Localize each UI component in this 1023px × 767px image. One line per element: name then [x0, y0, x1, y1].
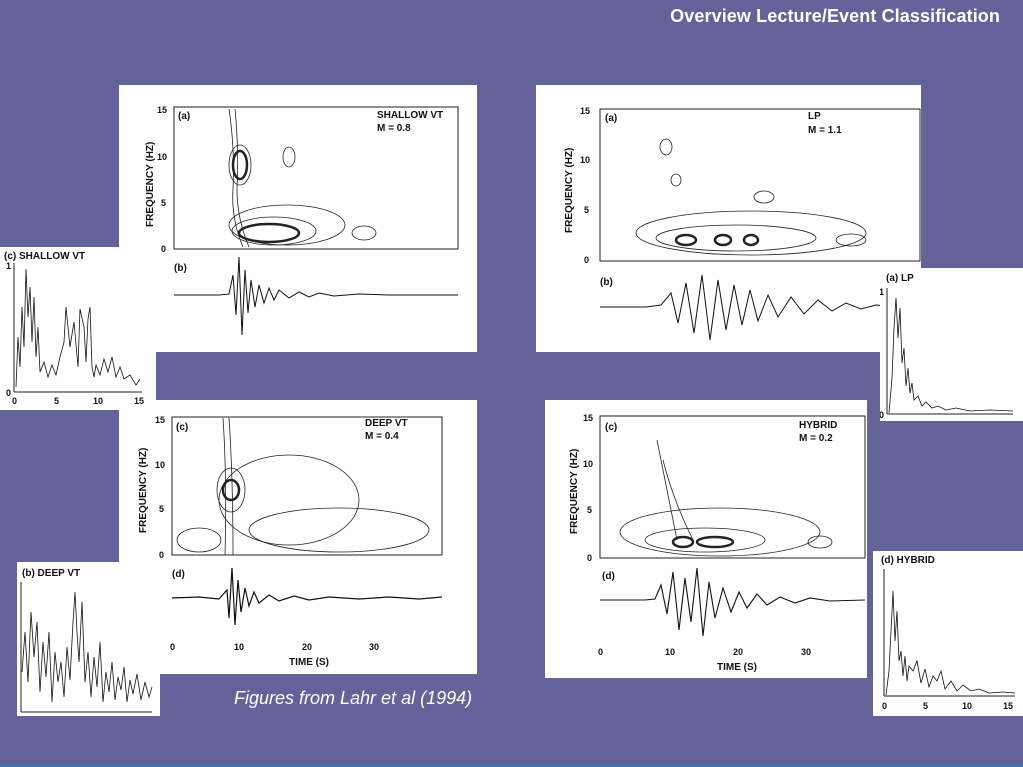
seismogram-trace	[171, 567, 443, 626]
svg-text:0: 0	[159, 550, 164, 560]
svg-text:30: 30	[801, 647, 811, 657]
event-magnitude: M = 0.8	[377, 123, 411, 134]
spectrogram-contours	[635, 138, 867, 256]
freq-axis-label: FREQUENCY (HZ)	[564, 148, 575, 233]
svg-text:20: 20	[302, 642, 312, 652]
svg-text:10: 10	[234, 642, 244, 652]
event-name: SHALLOW VT	[377, 110, 443, 121]
svg-text:(d): (d)	[602, 571, 615, 582]
svg-text:15: 15	[583, 413, 593, 423]
event-name: HYBRID	[799, 420, 837, 431]
svg-text:0: 0	[6, 388, 11, 398]
svg-text:(a) LP: (a) LP	[886, 273, 914, 284]
svg-text:0: 0	[584, 255, 589, 265]
svg-text:(c): (c)	[605, 422, 617, 433]
bottom-rule	[0, 764, 1023, 767]
svg-text:20: 20	[733, 647, 743, 657]
event-magnitude: M = 0.2	[799, 433, 833, 444]
hybrid-small-plot: (d) HYBRID 0 5 10 15	[873, 551, 1023, 716]
svg-text:5: 5	[587, 505, 592, 515]
lp-small-plot: (a) LP 1 0	[880, 268, 1023, 421]
small-plot-trace	[885, 590, 1016, 696]
seismogram-trace	[600, 567, 866, 637]
svg-text:5: 5	[923, 701, 928, 711]
svg-text:(b): (b)	[174, 263, 187, 274]
svg-text:(d): (d)	[172, 569, 185, 580]
svg-text:10: 10	[962, 701, 972, 711]
svg-text:(b) DEEP VT: (b) DEEP VT	[22, 568, 80, 579]
svg-text:0: 0	[170, 642, 175, 652]
svg-text:0: 0	[12, 396, 17, 406]
seismogram-trace	[600, 274, 920, 341]
svg-text:10: 10	[157, 152, 167, 162]
spectrogram-contours	[176, 417, 430, 556]
freq-axis-label: FREQUENCY (HZ)	[145, 142, 156, 227]
svg-text:(c): (c)	[176, 422, 188, 433]
time-axis-label: TIME (S)	[289, 657, 329, 668]
event-name: DEEP VT	[365, 418, 408, 429]
svg-text:10: 10	[580, 155, 590, 165]
svg-text:(c) SHALLOW VT: (c) SHALLOW VT	[4, 251, 85, 262]
svg-text:(a): (a)	[178, 111, 190, 122]
lp-figure: FREQUENCY (HZ) 15 10 5 0 (a) LP M = 1.1 …	[536, 85, 921, 352]
shallow-vt-small-plot: (c) SHALLOW VT 1 0 0 5 10 15	[0, 247, 156, 410]
figure-caption: Figures from Lahr et al (1994)	[234, 688, 473, 708]
svg-text:10: 10	[665, 647, 675, 657]
svg-text:10: 10	[155, 460, 165, 470]
small-plot-trace	[21, 591, 153, 703]
svg-text:0: 0	[882, 701, 887, 711]
event-magnitude: M = 0.4	[365, 431, 399, 442]
svg-text:10: 10	[93, 396, 103, 406]
svg-text:(b): (b)	[600, 277, 613, 288]
svg-text:5: 5	[159, 504, 164, 514]
shallow-vt-figure: FREQUENCY (HZ) 15 10 5 0 (a) SHALLOW VT …	[119, 85, 477, 352]
event-name: LP	[808, 111, 821, 122]
deep-vt-small-plot: (b) DEEP VT	[17, 562, 160, 716]
small-plot-trace	[15, 268, 141, 388]
spectrogram-contours	[228, 108, 377, 248]
svg-text:0: 0	[161, 244, 166, 254]
svg-text:15: 15	[157, 105, 167, 115]
svg-text:5: 5	[161, 198, 166, 208]
svg-text:10: 10	[583, 459, 593, 469]
svg-text:(d) HYBRID: (d) HYBRID	[881, 555, 935, 566]
svg-text:15: 15	[580, 106, 590, 116]
slide-title: Overview Lecture/Event Classification	[670, 6, 1000, 26]
time-axis-label: TIME (S)	[717, 662, 757, 673]
svg-text:30: 30	[369, 642, 379, 652]
svg-text:0: 0	[587, 553, 592, 563]
freq-axis-label: FREQUENCY (HZ)	[138, 448, 149, 533]
small-plot-trace	[888, 297, 1014, 414]
seismogram-trace	[174, 256, 458, 336]
deep-vt-figure: FREQUENCY (HZ) 15 10 5 0 (c) DEEP VT M =…	[119, 400, 477, 674]
event-magnitude: M = 1.1	[808, 125, 842, 136]
svg-text:(a): (a)	[605, 113, 617, 124]
svg-text:15: 15	[1003, 701, 1013, 711]
svg-text:1: 1	[880, 287, 884, 297]
svg-text:15: 15	[155, 415, 165, 425]
spectrogram-contours	[619, 439, 833, 557]
svg-text:0: 0	[880, 410, 884, 420]
svg-text:5: 5	[54, 396, 59, 406]
freq-axis-label: FREQUENCY (HZ)	[569, 449, 580, 534]
svg-text:5: 5	[584, 205, 589, 215]
svg-text:0: 0	[598, 647, 603, 657]
svg-text:1: 1	[6, 261, 11, 271]
hybrid-figure: FREQUENCY (HZ) 15 10 5 0 (c) HYBRID M = …	[545, 400, 867, 678]
svg-text:15: 15	[134, 396, 144, 406]
